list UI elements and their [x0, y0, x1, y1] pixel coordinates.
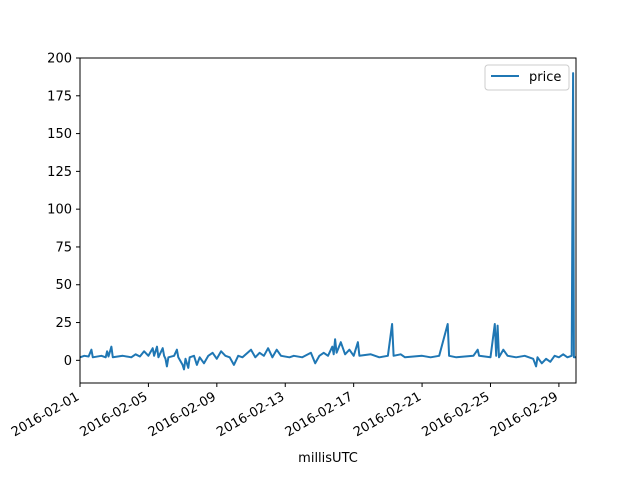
x-tick-label: 2016-02-01: [9, 389, 82, 440]
x-tick-label: 2016-02-25: [420, 389, 493, 440]
x-tick-label: 2016-02-05: [77, 389, 150, 440]
legend-box: [484, 64, 570, 91]
y-tick-label: 0: [64, 354, 72, 369]
x-tick-label: 2016-02-13: [214, 389, 287, 440]
y-axis-ticks: 0 25 50 75 100 125 150 175 200: [47, 52, 80, 369]
x-tick-label: 2016-02-29: [488, 389, 561, 440]
y-tick-label: 100: [47, 203, 72, 218]
series-line-price: [79, 72, 576, 371]
y-tick-label: 175: [47, 89, 72, 104]
x-axis-label: millisUTC: [298, 451, 358, 466]
y-tick-label: 75: [55, 240, 72, 255]
y-tick-label: 150: [47, 127, 72, 142]
x-tick-label: 2016-02-17: [283, 389, 356, 440]
x-tick-label: 2016-02-21: [351, 389, 424, 440]
x-axis-ticks: 2016-02-012016-02-052016-02-092016-02-13…: [9, 383, 561, 440]
series-layer: [79, 72, 576, 371]
y-tick-label: 25: [55, 316, 72, 331]
legend: price: [484, 64, 570, 91]
y-tick-label: 50: [55, 278, 72, 293]
legend-label-price: price: [529, 70, 561, 85]
x-tick-label: 2016-02-09: [146, 389, 219, 440]
y-tick-label: 125: [47, 165, 72, 180]
y-tick-label: 200: [47, 52, 72, 67]
plot-area-frame: [79, 57, 577, 384]
